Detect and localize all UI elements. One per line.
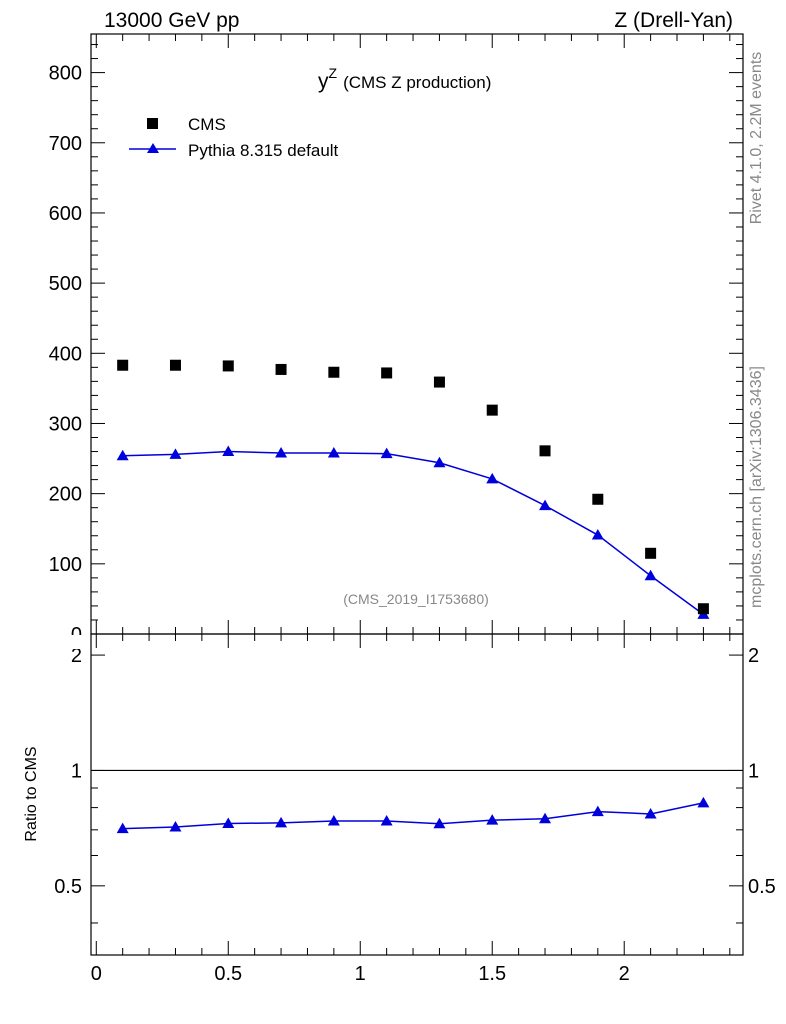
- legend: CMS Pythia 8.315 default: [129, 115, 339, 160]
- data-marks: [30, 359, 743, 834]
- ratio-y-tick-label: 1: [71, 760, 82, 782]
- header-process: Z (Drell-Yan): [614, 9, 733, 32]
- ratio-point: [222, 817, 235, 829]
- ratio-point: [697, 796, 710, 808]
- pythia-point: [380, 447, 393, 459]
- y-tick-label: 300: [49, 413, 82, 435]
- cms-point: [592, 493, 604, 505]
- ratio-point: [486, 814, 499, 825]
- rivet-version: Rivet 4.1.0, 2.2M events: [748, 52, 765, 225]
- x-tick-label: 2: [619, 963, 630, 985]
- pythia-point: [222, 445, 235, 457]
- chart-title: yZ (CMS Z production): [318, 65, 491, 93]
- y-tick-label: 600: [49, 203, 82, 225]
- ratio-y-tick-label-right: 0.5: [748, 876, 776, 898]
- x-tick-label: 1: [355, 963, 366, 985]
- axis-ticks: [91, 34, 743, 955]
- pythia-point: [644, 569, 657, 581]
- cms-point: [433, 376, 445, 388]
- pythia-point: [116, 449, 129, 461]
- x-tick-label: 0: [91, 963, 102, 985]
- ratio-plot-frame: [90, 633, 744, 956]
- cms-point: [645, 547, 657, 559]
- ratio-point: [116, 822, 129, 834]
- header-energy: 13000 GeV pp: [104, 9, 239, 32]
- ratio-point: [327, 815, 340, 826]
- ratio-y-tick-label-right: 2: [748, 645, 759, 667]
- cms-point: [222, 360, 234, 372]
- cms-point: [275, 363, 287, 375]
- ratio-y-tick-label: 0.5: [54, 876, 82, 898]
- y-tick-label: 800: [49, 63, 82, 85]
- plot-frames: [90, 33, 744, 956]
- cms-point: [539, 445, 551, 457]
- y-tick-label: 200: [49, 484, 82, 506]
- cms-point: [381, 367, 393, 379]
- split-cover: [30, 635, 90, 649]
- ratio-point: [380, 815, 393, 826]
- ratio-y-tick-label: 2: [71, 645, 82, 667]
- ratio-point: [169, 820, 182, 832]
- pythia-point: [591, 529, 604, 540]
- pythia-point: [486, 472, 499, 484]
- pythia-point: [539, 499, 552, 511]
- cms-point: [486, 404, 498, 416]
- y-tick-label: 400: [49, 343, 82, 365]
- legend-cms-marker: [147, 118, 158, 129]
- pythia-point: [433, 456, 446, 468]
- ratio-point: [644, 807, 657, 819]
- ratio-point: [591, 805, 604, 817]
- x-tick-label: 1.5: [478, 963, 506, 985]
- y-tick-label: 500: [49, 273, 82, 295]
- title-rest: (CMS Z production): [343, 73, 491, 92]
- cms-point: [697, 603, 709, 615]
- legend-cms-label: CMS: [188, 115, 226, 134]
- ratio-y-tick-label-right: 1: [748, 760, 759, 782]
- mcplots-reference: mcplots.cern.ch [arXiv:1306.3436]: [748, 366, 765, 608]
- ratio-point: [539, 812, 552, 824]
- y-tick-label: 700: [49, 133, 82, 155]
- analysis-watermark: (CMS_2019_I1753680): [343, 591, 489, 607]
- cms-point: [169, 359, 181, 371]
- tick-labels: 00.511.5201002003004005006007008000.50.5…: [49, 63, 776, 985]
- ratio-point: [275, 816, 288, 828]
- pythia-point: [275, 446, 288, 458]
- ratio-ylabel: Ratio to CMS: [23, 746, 40, 841]
- ratio-point: [433, 817, 446, 829]
- x-tick-label: 0.5: [214, 963, 242, 985]
- title-main: y: [318, 70, 329, 93]
- cms-point: [117, 359, 129, 371]
- cms-point: [328, 366, 340, 378]
- ratio-line: [122, 802, 704, 830]
- legend-pythia-label: Pythia 8.315 default: [188, 141, 339, 160]
- pythia-line: [122, 450, 704, 615]
- pythia-point: [169, 448, 182, 459]
- y-tick-label: 100: [49, 554, 82, 576]
- legend-pythia-marker: [147, 143, 159, 153]
- pythia-point: [327, 446, 340, 458]
- title-sup: Z: [329, 65, 338, 81]
